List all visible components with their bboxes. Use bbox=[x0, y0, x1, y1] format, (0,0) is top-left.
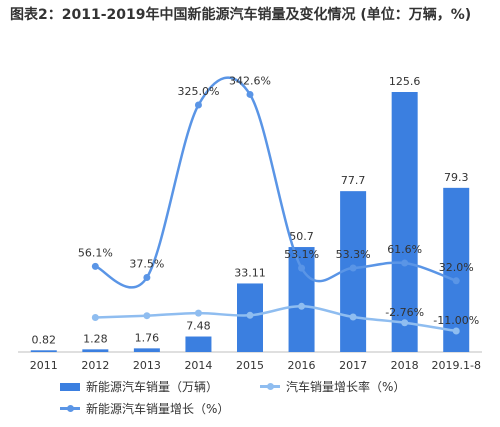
bar-value-label: 33.11 bbox=[234, 266, 266, 279]
auto-growth-label: -11.00% bbox=[433, 314, 479, 327]
bar-nev-sales bbox=[288, 247, 315, 352]
bar-value-label: 77.7 bbox=[341, 174, 366, 187]
bar-nev-sales bbox=[82, 349, 109, 352]
point-nev-growth bbox=[452, 277, 460, 285]
legend-item-auto-growth: 汽车销量增长率（%） bbox=[260, 378, 405, 395]
legend-item-nev-growth: 新能源汽车销量增长（%） bbox=[60, 400, 229, 417]
bar-value-label: 1.76 bbox=[135, 331, 160, 344]
nev-growth-label: 32.0% bbox=[439, 261, 474, 274]
bar-nev-sales bbox=[185, 336, 212, 352]
x-tick-label: 2011 bbox=[30, 359, 58, 372]
legend-swatch-auto-growth bbox=[260, 383, 280, 390]
line-nev-growth bbox=[94, 76, 457, 289]
point-nev-growth bbox=[349, 264, 357, 272]
legend-label-nev-growth: 新能源汽车销量增长（%） bbox=[86, 402, 230, 416]
point-auto-growth bbox=[298, 302, 306, 310]
bar-value-label: 1.28 bbox=[83, 332, 108, 345]
legend-label-nev-sales: 新能源汽车销量（万辆） bbox=[86, 380, 219, 394]
bar-nev-sales bbox=[391, 92, 418, 352]
nev-growth-label: 53.1% bbox=[284, 248, 319, 261]
point-auto-growth bbox=[194, 309, 202, 317]
x-tick-label: 2017 bbox=[339, 359, 367, 372]
bar-nev-sales bbox=[30, 350, 57, 352]
legend-swatch-bar bbox=[60, 382, 80, 391]
point-auto-growth bbox=[246, 311, 254, 319]
auto-growth-label: -2.76% bbox=[385, 306, 424, 319]
legend-label-auto-growth: 汽车销量增长率（%） bbox=[286, 380, 406, 394]
bar-value-label: 7.48 bbox=[186, 320, 211, 333]
bar-value-label: 125.6 bbox=[389, 75, 421, 88]
point-nev-growth bbox=[246, 90, 254, 98]
point-auto-growth bbox=[91, 314, 99, 321]
point-nev-growth bbox=[143, 274, 151, 281]
bar-value-label: 79.3 bbox=[444, 171, 469, 184]
x-tick-label: 2016 bbox=[288, 359, 316, 372]
point-auto-growth bbox=[452, 327, 460, 335]
line-auto-growth bbox=[95, 305, 457, 333]
point-nev-growth bbox=[194, 101, 202, 109]
nev-growth-label: 325.0% bbox=[177, 85, 219, 98]
nev-growth-label: 56.1% bbox=[78, 246, 113, 259]
point-nev-growth bbox=[298, 264, 306, 272]
x-tick-label: 2015 bbox=[236, 359, 264, 372]
nev-growth-label: 37.5% bbox=[129, 258, 164, 271]
legend-item-nev-sales: 新能源汽车销量（万辆） bbox=[60, 378, 218, 395]
bar-nev-sales bbox=[133, 348, 160, 352]
chart-title: 图表2：2011-2019年中国新能源汽车销量及变化情况 (单位：万辆，%) bbox=[10, 7, 472, 23]
x-tick-label: 2018 bbox=[391, 359, 419, 372]
x-tick-label: 2019.1-8 bbox=[431, 359, 480, 372]
point-auto-growth bbox=[349, 313, 357, 321]
bar-value-label: 0.82 bbox=[32, 333, 57, 346]
x-tick-label: 2012 bbox=[81, 359, 109, 372]
nev-growth-label: 61.6% bbox=[387, 243, 422, 256]
bar-nev-sales bbox=[443, 187, 470, 352]
nev-growth-label: 342.6% bbox=[229, 74, 271, 87]
x-tick-label: 2013 bbox=[133, 359, 161, 372]
x-tick-label: 2014 bbox=[184, 359, 212, 372]
point-auto-growth bbox=[143, 312, 151, 320]
point-nev-growth bbox=[401, 259, 409, 267]
bar-value-label: 50.7 bbox=[289, 230, 314, 243]
point-auto-growth bbox=[401, 319, 409, 327]
point-nev-growth bbox=[91, 262, 99, 270]
legend-swatch-nev-growth bbox=[60, 405, 80, 412]
nev-growth-label: 53.3% bbox=[336, 248, 371, 261]
